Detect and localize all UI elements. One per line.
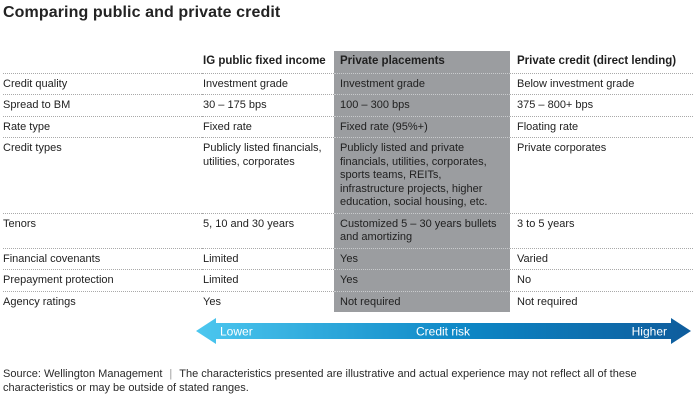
value-cell: Yes [334, 248, 510, 270]
value-cell: Fixed rate (95%+) [334, 116, 510, 138]
value-cell: Investment grade [202, 74, 334, 95]
value-cell: Yes [203, 295, 221, 308]
row-label: Spread to BM [3, 95, 202, 117]
column-header-blank [3, 51, 202, 74]
value-cell: Varied [510, 249, 693, 270]
credit-risk-arrow: Lower Credit risk Higher [196, 317, 691, 345]
value-cell: 100 – 300 bps [334, 95, 510, 117]
value-cell: Floating rate [510, 117, 693, 138]
column-header-ig-public-fixed-income: IG public fixed income [202, 51, 334, 74]
value-cell: 5, 10 and 30 years [202, 214, 334, 249]
arrow-label-higher: Higher [632, 325, 667, 339]
value-cell: Publicly listed financials, utilities, c… [202, 138, 334, 214]
value-cell: Below investment grade [510, 74, 693, 95]
row-label: Credit types [3, 138, 202, 214]
value-cell: No [510, 270, 693, 292]
value-cell: Fixed rate [202, 117, 334, 138]
value-cell: Private corporates [510, 138, 693, 214]
page-title: Comparing public and private credit [3, 4, 281, 21]
comparison-table: IG public fixed income Private placement… [3, 51, 693, 312]
separator-pipe: | [169, 368, 173, 380]
value-cell: Publicly listed and private financials, … [334, 138, 510, 214]
value-cell: Customized 5 – 30 years bullets and amor… [334, 213, 510, 249]
source-text: Source: Wellington Management [3, 368, 163, 380]
disclaimer-text: The characteristics presented are illust… [3, 368, 637, 394]
value-cell: 3 to 5 years [510, 214, 693, 249]
value-cell: 30 – 175 bps [202, 95, 334, 117]
source-note: Source: Wellington Management | The charac… [3, 367, 695, 395]
row-label: Tenors [3, 214, 202, 249]
column-header-private-placements: Private placements [334, 51, 510, 74]
row-label: Rate type [3, 117, 202, 138]
value-cell: Limited [202, 270, 334, 292]
column-header-private-credit: Private credit (direct lending) [510, 51, 693, 74]
value-cell: Not required [334, 291, 510, 312]
value-cell: 375 – 800+ bps [510, 95, 693, 117]
value-cell: Not required [517, 295, 578, 308]
row-label: Agency ratings [3, 295, 76, 308]
double-arrow-icon: Lower Credit risk Higher [196, 318, 691, 344]
value-cell: Yes [334, 270, 510, 292]
row-label: Prepayment protection [3, 270, 202, 292]
row-label: Credit quality [3, 74, 202, 95]
arrow-shape [196, 318, 691, 344]
value-cell: Investment grade [334, 73, 510, 95]
value-cell: Limited [202, 249, 334, 270]
row-label: Financial covenants [3, 249, 202, 270]
arrow-label-credit-risk: Credit risk [416, 325, 471, 339]
arrow-label-lower: Lower [220, 325, 253, 339]
